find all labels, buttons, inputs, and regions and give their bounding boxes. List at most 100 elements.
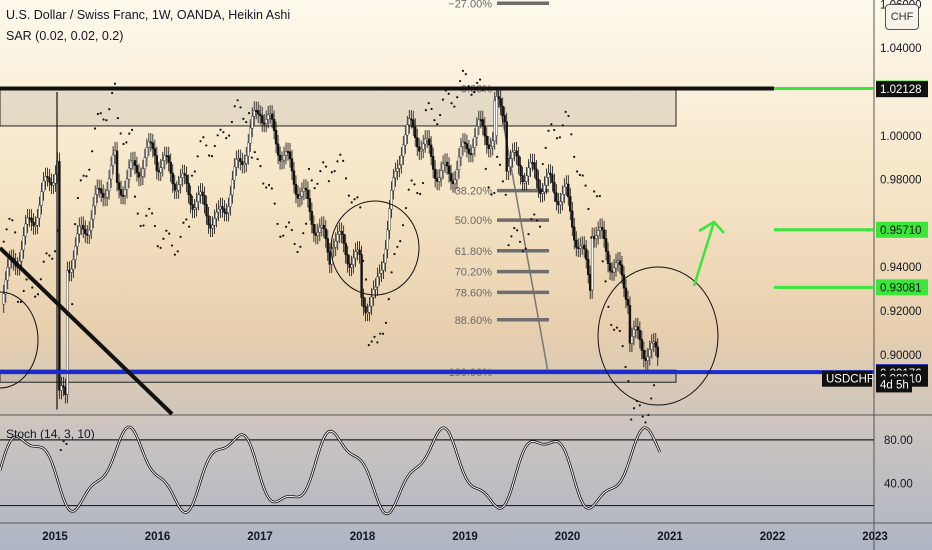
fib-level-label: 50.00%	[455, 215, 493, 227]
candle	[402, 144, 405, 157]
candle	[483, 125, 487, 137]
sar-dot	[222, 131, 225, 134]
candle	[302, 187, 306, 192]
candle	[600, 227, 604, 231]
candle	[499, 98, 502, 107]
sar-dot	[367, 344, 370, 347]
candle	[97, 188, 101, 191]
x-tick-label: 2017	[247, 531, 273, 543]
candle	[121, 194, 125, 197]
candle	[380, 269, 383, 274]
candle	[107, 178, 111, 192]
trend-line	[0, 246, 174, 416]
candle	[569, 196, 572, 212]
candle	[604, 238, 608, 252]
price-label-bg	[876, 279, 928, 296]
candle	[390, 190, 393, 210]
sar-dot	[39, 278, 42, 281]
candle	[398, 164, 401, 169]
candle	[487, 144, 490, 149]
candle	[304, 187, 308, 191]
candle	[177, 184, 180, 191]
candle	[328, 251, 331, 265]
sar-dot	[91, 150, 94, 153]
stoch-indicator-label[interactable]: Stoch (14, 3, 10)	[6, 427, 95, 441]
candle	[640, 339, 644, 351]
candle	[384, 248, 387, 264]
candle	[203, 195, 206, 205]
sar-dot	[344, 177, 348, 180]
sar-dot	[650, 397, 653, 400]
sar-dot	[407, 188, 410, 191]
candle	[376, 276, 379, 288]
sar-indicator-label[interactable]: SAR (0.02, 0.02, 0.2)	[6, 29, 124, 43]
candle	[137, 172, 141, 178]
candle	[505, 121, 508, 172]
candle	[223, 208, 226, 213]
candle	[155, 155, 159, 171]
sar-dot	[390, 271, 393, 274]
x-tick-label: 2018	[350, 531, 376, 543]
candle	[565, 183, 568, 188]
candle	[119, 189, 123, 196]
sar-dot	[370, 340, 373, 343]
candle	[318, 227, 322, 233]
sar-dot	[299, 245, 302, 248]
candle	[38, 205, 41, 219]
sar-dot	[153, 224, 157, 228]
sar-dot	[85, 175, 88, 178]
candle	[312, 224, 316, 234]
candle	[20, 249, 23, 262]
candle	[179, 177, 182, 186]
candle	[577, 247, 580, 249]
sar-dot	[578, 173, 581, 177]
candle	[477, 119, 481, 127]
candle	[581, 244, 584, 247]
sar-dot	[490, 193, 493, 196]
sar-dot	[558, 136, 562, 139]
candle	[648, 349, 652, 358]
candle	[147, 141, 151, 148]
candle	[515, 150, 518, 157]
chart-title: U.S. Dollar / Swiss Franc, 1W, OANDA, He…	[6, 8, 291, 22]
fib-level-label: 38.20%	[455, 186, 493, 198]
candle	[133, 160, 137, 166]
fib-level-label: 78.60%	[455, 287, 493, 299]
sar-dot	[122, 142, 125, 146]
candle	[412, 119, 415, 128]
candle	[455, 169, 459, 181]
candle	[292, 170, 296, 185]
currency-badge[interactable]: CHF	[885, 4, 919, 30]
candle	[36, 217, 39, 226]
y-tick-label: 1.04000	[880, 43, 922, 55]
candle	[149, 141, 153, 144]
candle	[235, 159, 238, 168]
sar-dot	[262, 182, 265, 185]
candle	[517, 155, 520, 166]
candle	[60, 385, 63, 391]
candle	[596, 230, 600, 237]
candle	[308, 198, 312, 212]
sar-dot	[498, 163, 502, 166]
candle	[32, 221, 35, 227]
resistance-zone	[0, 87, 677, 127]
candle	[579, 245, 582, 249]
sar-dot	[307, 167, 311, 171]
candle	[386, 229, 389, 250]
candle	[62, 385, 65, 388]
candle	[533, 162, 536, 170]
candle	[370, 296, 373, 307]
sar-dot	[116, 117, 119, 120]
candle	[58, 161, 61, 391]
sar-dot	[339, 153, 342, 156]
sar-dot	[179, 235, 182, 238]
sar-dot	[227, 134, 231, 137]
candle	[654, 341, 657, 348]
candle	[408, 118, 411, 126]
candle	[324, 228, 327, 240]
sar-dot	[25, 278, 28, 281]
candle	[99, 188, 103, 194]
price-label: USDCHF	[826, 374, 874, 386]
